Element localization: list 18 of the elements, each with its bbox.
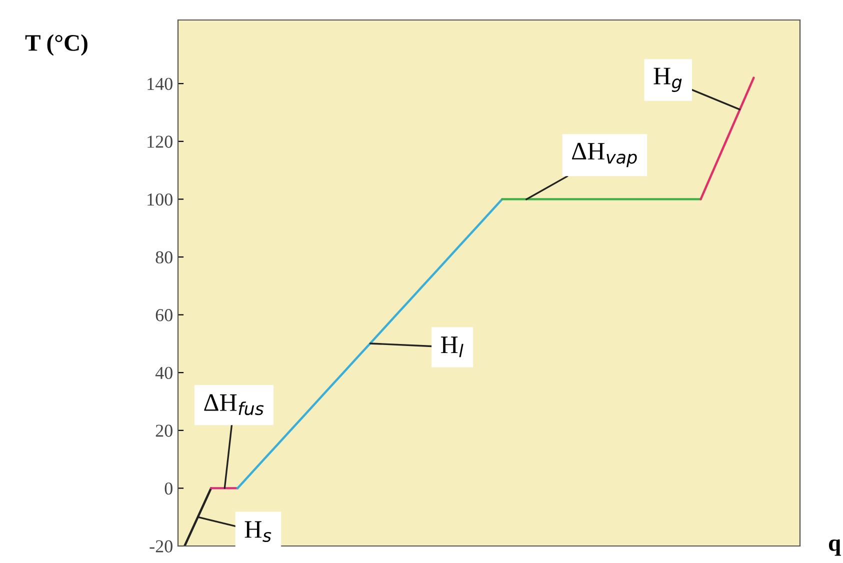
y-tick-label: 20 [156,424,172,437]
annotation: ΔH$_{vap}$ [572,142,637,168]
annotation: H$_{l}$ [441,336,464,358]
y-axis-title: T (°C) [25,34,88,56]
y-tick-label: 60 [156,309,172,322]
x-axis-title: q [828,539,841,556]
y-tick-label: 100 [148,193,172,206]
annotation: ΔH$_{fus}$ [204,394,264,416]
annotation: H$_{g}$ [654,68,682,92]
y-tick-label: 140 [148,78,172,90]
y-tick-label: 120 [148,136,172,148]
y-tick-label: 0 [164,482,172,495]
annotation: H$_{s}$ [244,521,272,542]
y-tick-label: -20 [150,540,172,552]
y-tick-label: 80 [156,251,172,264]
line-series [700,76,755,200]
y-tick-label: 40 [155,366,172,380]
line-series [236,198,504,490]
